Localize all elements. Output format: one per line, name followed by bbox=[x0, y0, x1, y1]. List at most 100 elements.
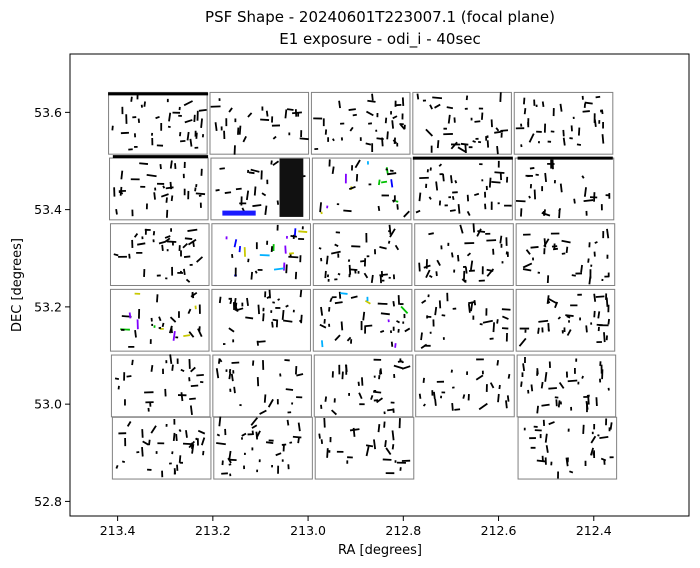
psf-whisker bbox=[530, 246, 539, 249]
psf-whisker bbox=[331, 409, 338, 416]
psf-whiskers bbox=[515, 159, 611, 219]
psf-whisker bbox=[518, 337, 527, 347]
psf-whisker bbox=[470, 301, 474, 312]
psf-whisker bbox=[379, 273, 388, 277]
psf-whisker bbox=[454, 180, 458, 184]
psf-whisker bbox=[290, 234, 297, 238]
psf-whisker bbox=[334, 334, 341, 342]
psf-whisker bbox=[114, 377, 120, 380]
bright-star-streak bbox=[222, 210, 256, 216]
psf-whisker bbox=[332, 138, 335, 142]
psf-whisker bbox=[245, 190, 250, 201]
psf-whisker bbox=[299, 289, 303, 298]
psf-whisker bbox=[497, 393, 500, 403]
ccd-outline bbox=[109, 157, 209, 221]
psf-whisker bbox=[583, 187, 587, 197]
psf-whisker bbox=[219, 358, 223, 363]
psf-whisker bbox=[499, 235, 503, 244]
psf-whisker bbox=[580, 264, 583, 273]
psf-whisker bbox=[371, 93, 374, 101]
psf-whisker bbox=[148, 439, 151, 446]
psf-whisker bbox=[331, 250, 341, 255]
psf-whisker bbox=[164, 235, 171, 239]
ccd-outline bbox=[310, 91, 411, 155]
psf-whisker bbox=[467, 301, 475, 305]
psf-whisker bbox=[238, 125, 242, 135]
psf-whisker bbox=[460, 142, 469, 146]
psf-whisker bbox=[491, 180, 501, 184]
psf-whisker bbox=[348, 185, 356, 190]
psf-whisker bbox=[134, 329, 137, 338]
ccd-outline bbox=[314, 416, 415, 480]
psf-whisker bbox=[522, 268, 532, 272]
psf-whisker bbox=[581, 375, 584, 379]
psf-whisker bbox=[464, 267, 468, 274]
psf-whisker bbox=[358, 392, 363, 400]
psf-whisker bbox=[170, 326, 173, 334]
plot-area bbox=[108, 91, 618, 480]
psf-whisker bbox=[595, 95, 601, 99]
psf-whisker bbox=[185, 278, 191, 283]
psf-whisker bbox=[169, 354, 173, 364]
psf-whisker bbox=[400, 305, 409, 315]
psf-whisker bbox=[557, 316, 561, 320]
psf-whisker bbox=[198, 109, 207, 112]
psf-whisker bbox=[475, 374, 484, 381]
psf-whisker bbox=[218, 296, 222, 304]
psf-whisker bbox=[189, 138, 193, 147]
psf-whisker bbox=[349, 428, 360, 432]
psf-whisker bbox=[392, 300, 395, 307]
psf-whisker bbox=[501, 308, 511, 311]
psf-whisker bbox=[461, 278, 467, 283]
ccd-outline bbox=[211, 288, 311, 352]
psf-whisker bbox=[228, 327, 235, 333]
psf-whisker bbox=[251, 430, 255, 436]
psf-whisker bbox=[393, 364, 404, 370]
psf-whisker bbox=[373, 390, 382, 394]
ccd-outline bbox=[312, 288, 413, 352]
x-tick-label: 212.4 bbox=[576, 523, 612, 538]
psf-whisker bbox=[214, 122, 218, 131]
psf-whisker bbox=[450, 252, 454, 258]
psf-whisker bbox=[158, 240, 166, 245]
psf-whisker bbox=[404, 327, 411, 333]
psf-whisker bbox=[540, 381, 544, 389]
psf-whisker bbox=[340, 292, 348, 295]
psf-whisker bbox=[228, 372, 232, 380]
psf-whisker bbox=[391, 120, 395, 129]
psf-whisker bbox=[543, 238, 547, 248]
psf-whisker bbox=[548, 421, 555, 426]
psf-whisker bbox=[156, 294, 159, 303]
psf-whisker bbox=[488, 177, 492, 188]
psf-whisker bbox=[318, 247, 322, 250]
psf-whisker bbox=[285, 388, 294, 391]
psf-whisker bbox=[603, 332, 606, 343]
psf-whisker bbox=[216, 433, 221, 437]
psf-whisker bbox=[264, 205, 268, 215]
psf-whisker bbox=[565, 457, 569, 467]
psf-whisker bbox=[432, 96, 443, 100]
psf-whisker bbox=[462, 394, 466, 399]
psf-whisker bbox=[215, 189, 220, 192]
psf-whisker bbox=[590, 435, 597, 444]
x-tick-label: 213.4 bbox=[100, 523, 136, 538]
psf-whisker bbox=[480, 112, 484, 120]
psf-whisker bbox=[331, 166, 335, 174]
psf-whisker bbox=[318, 433, 321, 439]
psf-whisker bbox=[326, 448, 329, 458]
psf-whisker bbox=[254, 270, 258, 274]
ccd-outline bbox=[517, 416, 618, 480]
psf-whisker bbox=[590, 447, 594, 456]
psf-whisker bbox=[594, 241, 598, 244]
psf-whisker bbox=[435, 181, 439, 191]
psf-whisker bbox=[324, 396, 328, 402]
psf-whisker bbox=[150, 365, 154, 372]
psf-whisker bbox=[121, 460, 126, 463]
psf-whisker bbox=[162, 185, 166, 189]
psf-whisker bbox=[113, 253, 119, 257]
psf-whiskers bbox=[218, 289, 303, 346]
psf-whisker bbox=[128, 312, 132, 319]
psf-whisker bbox=[348, 108, 356, 111]
psf-whisker bbox=[187, 238, 197, 246]
psf-whisker bbox=[386, 131, 389, 140]
